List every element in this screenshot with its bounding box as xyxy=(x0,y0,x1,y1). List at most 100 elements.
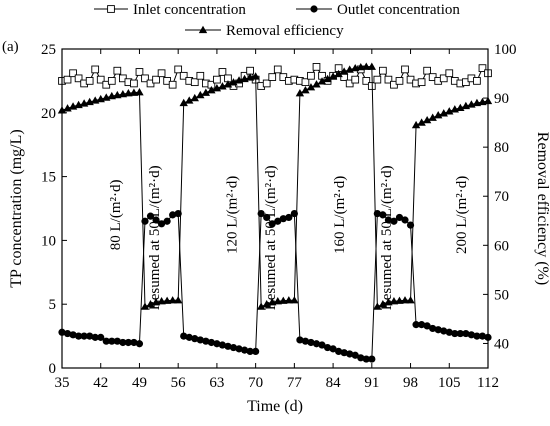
outlet-concentration-point xyxy=(456,329,464,338)
removal-efficiency-point xyxy=(185,96,194,104)
removal-efficiency-point xyxy=(362,62,371,70)
y-tick-label-left: 15 xyxy=(41,170,56,186)
y-tick-label-right: 80 xyxy=(494,140,509,156)
legend-inlet-concentration: Inlet concentration xyxy=(94,2,246,18)
outlet-concentration-point xyxy=(434,326,442,334)
outlet-concentration-point xyxy=(240,346,249,354)
outlet-concentration-point xyxy=(362,355,370,363)
outlet-concentration-point xyxy=(351,351,359,359)
inlet-concentration-point xyxy=(152,75,160,84)
x-axis-title: Time (d) xyxy=(247,398,303,415)
removal-efficiency-point xyxy=(218,82,227,90)
legend-marker xyxy=(198,25,208,34)
y-tick-label-left: 20 xyxy=(41,106,56,122)
inlet-concentration-point xyxy=(74,74,83,83)
outlet-concentration-point xyxy=(462,329,470,338)
removal-efficiency-point xyxy=(284,296,294,304)
outlet-concentration-point xyxy=(157,220,166,228)
legend: Inlet concentration Outlet concentration R… xyxy=(94,2,460,39)
panel-label: (a) xyxy=(2,39,19,55)
outlet-concentration-point xyxy=(384,216,393,224)
removal-efficiency-point xyxy=(456,103,465,112)
inlet-concentration-point xyxy=(63,75,72,84)
outlet-concentration-point xyxy=(196,336,204,344)
inlet-concentration-point xyxy=(213,75,221,84)
removal-efficiency-point xyxy=(135,87,144,96)
y-tick-label-left: 0 xyxy=(49,361,57,377)
inlet-concentration-point xyxy=(262,79,271,88)
inlet-concentration-point xyxy=(174,65,183,74)
removal-efficiency-point xyxy=(306,83,316,91)
plot-frame xyxy=(61,48,489,369)
outlet-concentration-point xyxy=(263,213,271,222)
inlet-concentration-point xyxy=(373,75,382,84)
removal-efficiency-point xyxy=(140,302,150,310)
outlet-concentration-point xyxy=(268,220,276,228)
y-tick-label-right: 70 xyxy=(494,189,509,205)
outlet-concentration-point xyxy=(418,321,426,329)
removal-efficiency-point xyxy=(328,72,338,80)
outlet-concentration-point xyxy=(185,333,193,341)
outlet-concentration-point xyxy=(69,331,77,339)
outlet-concentration-point xyxy=(74,332,83,340)
removal-efficiency-point xyxy=(157,297,166,305)
inlet-concentration-point xyxy=(351,75,360,84)
y-axis-title-right: Removal efficiency (%) xyxy=(534,132,550,285)
y-tick-label-left: 10 xyxy=(41,233,56,249)
outlet-concentration-point xyxy=(390,217,398,225)
outlet-concentration-point xyxy=(368,355,376,363)
y-tick-label-left: 5 xyxy=(49,297,57,313)
outlet-concentration-point xyxy=(163,217,171,225)
removal-efficiency-point xyxy=(129,88,139,96)
removal-efficiency-point xyxy=(201,88,211,96)
removal-efficiency-point xyxy=(196,90,205,99)
inlet-concentration-point xyxy=(478,64,487,72)
removal-efficiency-point xyxy=(229,78,238,86)
outlet-concentration-point xyxy=(174,210,182,218)
outlet-concentration-point xyxy=(80,332,88,340)
removal-efficiency-point xyxy=(439,109,448,117)
outlet-concentration-point xyxy=(312,340,321,348)
outlet-concentration-point xyxy=(473,332,481,340)
outlet-concentration-point xyxy=(346,350,354,358)
removal-efficiency-point xyxy=(395,296,404,304)
inlet-concentration-point xyxy=(379,66,387,75)
inlet-concentration-point xyxy=(135,68,144,76)
inlet-concentration-point xyxy=(301,78,310,87)
inlet-concentration-point xyxy=(307,71,315,80)
removal-efficiency-point xyxy=(190,93,199,102)
inlet-concentration-point xyxy=(190,78,199,87)
plot-series xyxy=(57,62,493,363)
removal-efficiency-point xyxy=(168,296,177,304)
legend-label: Inlet concentration xyxy=(133,2,246,18)
removal-efficiency-point xyxy=(212,84,222,92)
removal-efficiency-point xyxy=(323,74,332,83)
removal-efficiency-point xyxy=(295,88,305,97)
outlet-concentration-point xyxy=(218,341,227,349)
outlet-concentration-point xyxy=(318,341,326,349)
outlet-concentration-point xyxy=(296,336,304,344)
outlet-concentration-point xyxy=(130,338,138,347)
inlet-concentration-point xyxy=(130,79,138,88)
inlet-concentration-point xyxy=(246,66,254,75)
outlet-concentration-point xyxy=(429,324,437,333)
outlet-concentration-point xyxy=(412,321,420,329)
rate-annotation: 120 L/(m²·d) xyxy=(224,176,240,254)
removal-efficiency-point xyxy=(334,69,343,78)
x-tick-label: 63 xyxy=(209,375,224,391)
outlet-concentration-point xyxy=(279,215,287,223)
outlet-concentration-point xyxy=(213,340,221,348)
y-tick-label-right: 90 xyxy=(494,91,509,107)
removal-efficiency-point xyxy=(262,300,271,308)
plot-annotations: 80 L/(m²·d) Resumed at 50 L/(m²·d) 120 L/(… xyxy=(108,165,470,310)
outlet-concentration-point xyxy=(274,217,282,225)
outlet-concentration-point xyxy=(91,333,99,341)
inlet-concentration-point xyxy=(168,80,177,89)
removal-efficiency-point xyxy=(63,104,72,112)
outlet-concentration-point xyxy=(340,349,348,357)
inlet-concentration-point xyxy=(401,65,409,74)
removal-efficiency-point xyxy=(279,296,288,304)
outlet-concentration-point xyxy=(124,338,132,347)
outlet-concentration-point xyxy=(180,332,188,340)
inlet-concentration-point xyxy=(473,77,481,85)
